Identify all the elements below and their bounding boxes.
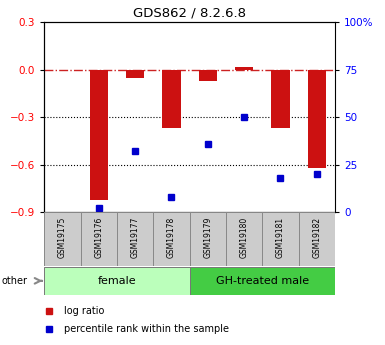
Text: GSM19178: GSM19178: [167, 216, 176, 258]
Text: other: other: [2, 276, 28, 286]
Text: GSM19182: GSM19182: [312, 216, 321, 258]
Text: female: female: [98, 276, 136, 286]
Title: GDS862 / 8.2.6.8: GDS862 / 8.2.6.8: [133, 7, 246, 20]
Bar: [271, 70, 290, 128]
Text: GSM19175: GSM19175: [58, 216, 67, 258]
Text: GSM19176: GSM19176: [94, 216, 103, 258]
Text: GSM19177: GSM19177: [131, 216, 140, 258]
Bar: [235, 67, 253, 70]
Bar: [44, 267, 190, 295]
Bar: [117, 212, 153, 266]
Bar: [199, 70, 217, 81]
Bar: [126, 70, 144, 78]
Bar: [153, 212, 189, 266]
Text: GH-treated male: GH-treated male: [216, 276, 309, 286]
Bar: [90, 70, 108, 199]
Bar: [190, 267, 335, 295]
Text: GSM19179: GSM19179: [203, 216, 212, 258]
Text: log ratio: log ratio: [64, 306, 105, 316]
Text: GSM19181: GSM19181: [276, 216, 285, 258]
Bar: [226, 212, 262, 266]
Bar: [44, 212, 80, 266]
Bar: [190, 212, 226, 266]
Text: GSM19180: GSM19180: [239, 216, 249, 258]
Bar: [162, 70, 181, 128]
Bar: [308, 70, 326, 168]
Bar: [262, 212, 299, 266]
Bar: [299, 212, 335, 266]
Bar: [80, 212, 117, 266]
Text: percentile rank within the sample: percentile rank within the sample: [64, 324, 229, 334]
